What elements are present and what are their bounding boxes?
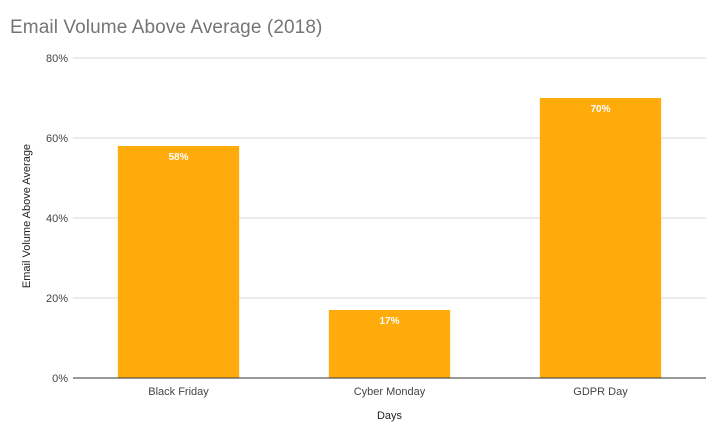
x-tick-label: Black Friday: [148, 386, 209, 398]
y-tick-label: 80%: [46, 53, 68, 65]
y-tick-label: 0%: [52, 373, 68, 385]
y-axis-title: Email Volume Above Average: [21, 144, 33, 288]
data-label: 58%: [168, 152, 188, 163]
x-axis-title: Days: [377, 410, 403, 422]
chart-title: Email Volume Above Average (2018): [10, 17, 323, 38]
data-label: 70%: [590, 104, 610, 115]
bars: [117, 98, 662, 378]
x-tick-label: GDPR Day: [573, 386, 628, 398]
bar: [539, 98, 662, 378]
bar: [328, 310, 451, 378]
y-tick-label: 20%: [46, 293, 68, 305]
data-label: 17%: [379, 316, 399, 327]
y-tick-label: 60%: [46, 133, 68, 145]
bar: [117, 146, 240, 378]
data-labels: 58% 17% 70%: [168, 104, 610, 327]
y-tick-labels: 0% 20% 40% 60% 80%: [46, 53, 68, 385]
y-tick-label: 40%: [46, 213, 68, 225]
x-tick-labels: Black Friday Cyber Monday GDPR Day: [148, 386, 628, 398]
x-tick-label: Cyber Monday: [354, 386, 426, 398]
